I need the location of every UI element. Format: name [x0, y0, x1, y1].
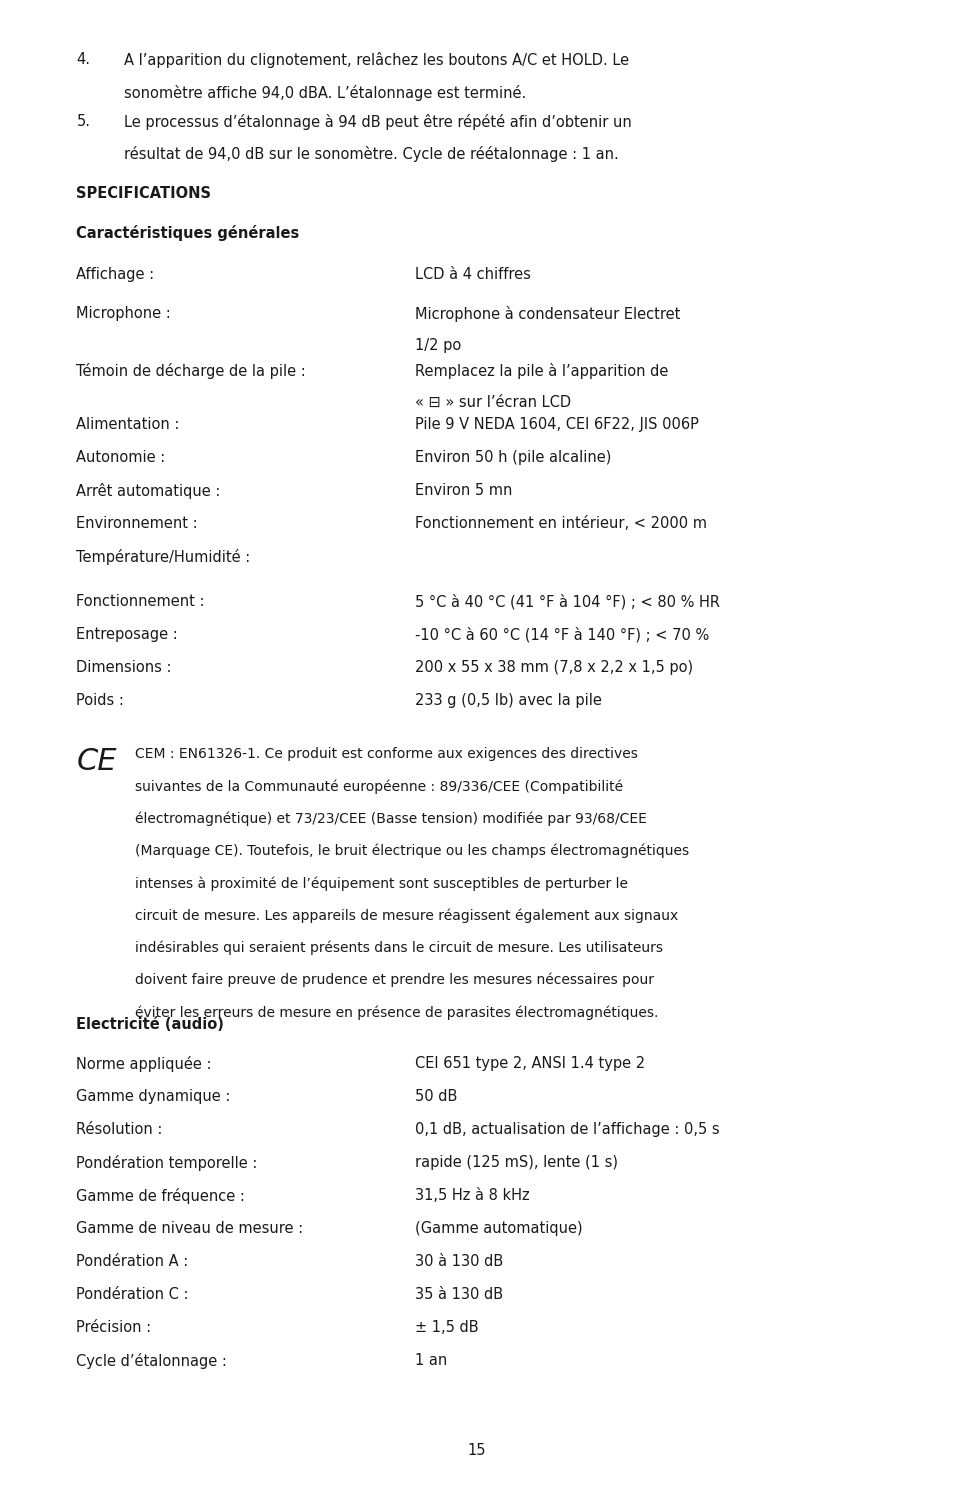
Text: Alimentation :: Alimentation : [76, 417, 179, 432]
Text: Arrêt automatique :: Arrêt automatique : [76, 483, 220, 500]
Text: 200 x 55 x 38 mm (7,8 x 2,2 x 1,5 po): 200 x 55 x 38 mm (7,8 x 2,2 x 1,5 po) [415, 660, 693, 675]
Text: 233 g (0,5 lb) avec la pile: 233 g (0,5 lb) avec la pile [415, 693, 601, 708]
Text: Environ 5 mn: Environ 5 mn [415, 483, 512, 498]
Text: Température/Humidité :: Température/Humidité : [76, 549, 251, 566]
Text: 31,5 Hz à 8 kHz: 31,5 Hz à 8 kHz [415, 1188, 529, 1203]
Text: Fonctionnement :: Fonctionnement : [76, 594, 205, 609]
Text: Pondération temporelle :: Pondération temporelle : [76, 1155, 257, 1172]
Text: 4.: 4. [76, 53, 91, 68]
Text: -10 °C à 60 °C (14 °F à 140 °F) ; < 70 %: -10 °C à 60 °C (14 °F à 140 °F) ; < 70 % [415, 627, 708, 642]
Text: Gamme de fréquence :: Gamme de fréquence : [76, 1188, 245, 1204]
Text: 50 dB: 50 dB [415, 1089, 456, 1104]
Text: Pondération C :: Pondération C : [76, 1287, 189, 1302]
Text: LCD à 4 chiffres: LCD à 4 chiffres [415, 267, 530, 282]
Text: Electricité (audio): Electricité (audio) [76, 1017, 224, 1032]
Text: 5 °C à 40 °C (41 °F à 104 °F) ; < 80 % HR: 5 °C à 40 °C (41 °F à 104 °F) ; < 80 % H… [415, 594, 720, 609]
Text: Autonomie :: Autonomie : [76, 450, 166, 465]
Text: SPECIFICATIONS: SPECIFICATIONS [76, 186, 212, 201]
Text: Remplacez la pile à l’apparition de: Remplacez la pile à l’apparition de [415, 363, 668, 380]
Text: Microphone :: Microphone : [76, 306, 171, 321]
Text: 1/2 po: 1/2 po [415, 338, 460, 352]
Text: Norme appliquée :: Norme appliquée : [76, 1056, 212, 1072]
Text: Entreposage :: Entreposage : [76, 627, 178, 642]
Text: Fonctionnement en intérieur, < 2000 m: Fonctionnement en intérieur, < 2000 m [415, 516, 706, 531]
Text: résultat de 94,0 dB sur le sonomètre. Cycle de réétalonnage : 1 an.: résultat de 94,0 dB sur le sonomètre. Cy… [124, 146, 618, 162]
Text: Microphone à condensateur Electret: Microphone à condensateur Electret [415, 306, 679, 322]
Text: Cycle d’étalonnage :: Cycle d’étalonnage : [76, 1353, 227, 1370]
Text: intenses à proximité de l’équipement sont susceptibles de perturber le: intenses à proximité de l’équipement son… [135, 876, 628, 891]
Text: (Gamme automatique): (Gamme automatique) [415, 1221, 582, 1236]
Text: Le processus d’étalonnage à 94 dB peut être répété afin d’obtenir un: Le processus d’étalonnage à 94 dB peut ê… [124, 114, 631, 130]
Text: ± 1,5 dB: ± 1,5 dB [415, 1320, 478, 1335]
Text: 1 an: 1 an [415, 1353, 447, 1368]
Text: (Marquage CE). Toutefois, le bruit électrique ou les champs électromagnétiques: (Marquage CE). Toutefois, le bruit élect… [135, 844, 689, 858]
Text: 15: 15 [467, 1443, 486, 1458]
Text: Environ 50 h (pile alcaline): Environ 50 h (pile alcaline) [415, 450, 611, 465]
Text: 5.: 5. [76, 114, 91, 129]
Text: Pile 9 V NEDA 1604, CEI 6F22, JIS 006P: Pile 9 V NEDA 1604, CEI 6F22, JIS 006P [415, 417, 699, 432]
Text: CEM : EN61326-1. Ce produit est conforme aux exigences des directives: CEM : EN61326-1. Ce produit est conforme… [135, 747, 638, 760]
Text: électromagnétique) et 73/23/CEE (Basse tension) modifiée par 93/68/CEE: électromagnétique) et 73/23/CEE (Basse t… [135, 812, 647, 826]
Text: rapide (125 mS), lente (1 s): rapide (125 mS), lente (1 s) [415, 1155, 618, 1170]
Text: Précision :: Précision : [76, 1320, 152, 1335]
Text: Affichage :: Affichage : [76, 267, 154, 282]
Text: Poids :: Poids : [76, 693, 124, 708]
Text: Résolution :: Résolution : [76, 1122, 163, 1137]
Text: sonomètre affiche 94,0 dBA. L’étalonnage est terminé.: sonomètre affiche 94,0 dBA. L’étalonnage… [124, 84, 526, 100]
Text: 0,1 dB, actualisation de l’affichage : 0,5 s: 0,1 dB, actualisation de l’affichage : 0… [415, 1122, 719, 1137]
Text: Gamme de niveau de mesure :: Gamme de niveau de mesure : [76, 1221, 303, 1236]
Text: circuit de mesure. Les appareils de mesure réagissent également aux signaux: circuit de mesure. Les appareils de mesu… [135, 909, 678, 922]
Text: 30 à 130 dB: 30 à 130 dB [415, 1254, 503, 1269]
Text: Pondération A :: Pondération A : [76, 1254, 189, 1269]
Text: CEI 651 type 2, ANSI 1.4 type 2: CEI 651 type 2, ANSI 1.4 type 2 [415, 1056, 644, 1071]
Text: éviter les erreurs de mesure en présence de parasites électromagnétiques.: éviter les erreurs de mesure en présence… [135, 1005, 659, 1020]
Text: Témoin de décharge de la pile :: Témoin de décharge de la pile : [76, 363, 306, 380]
Text: indésirables qui seraient présents dans le circuit de mesure. Les utilisateurs: indésirables qui seraient présents dans … [135, 940, 662, 956]
Text: Gamme dynamique :: Gamme dynamique : [76, 1089, 231, 1104]
Text: Environnement :: Environnement : [76, 516, 197, 531]
Text: « ⊟ » sur l’écran LCD: « ⊟ » sur l’écran LCD [415, 396, 571, 411]
Text: Dimensions :: Dimensions : [76, 660, 172, 675]
Text: 35 à 130 dB: 35 à 130 dB [415, 1287, 502, 1302]
Text: suivantes de la Communauté européenne : 89/336/CEE (Compatibilité: suivantes de la Communauté européenne : … [135, 780, 623, 794]
Text: A l’apparition du clignotement, relâchez les boutons A/C et HOLD. Le: A l’apparition du clignotement, relâchez… [124, 53, 628, 69]
Text: doivent faire preuve de prudence et prendre les mesures nécessaires pour: doivent faire preuve de prudence et pren… [135, 974, 654, 987]
Text: Caractéristiques générales: Caractéristiques générales [76, 225, 299, 242]
Text: CE: CE [76, 747, 116, 776]
